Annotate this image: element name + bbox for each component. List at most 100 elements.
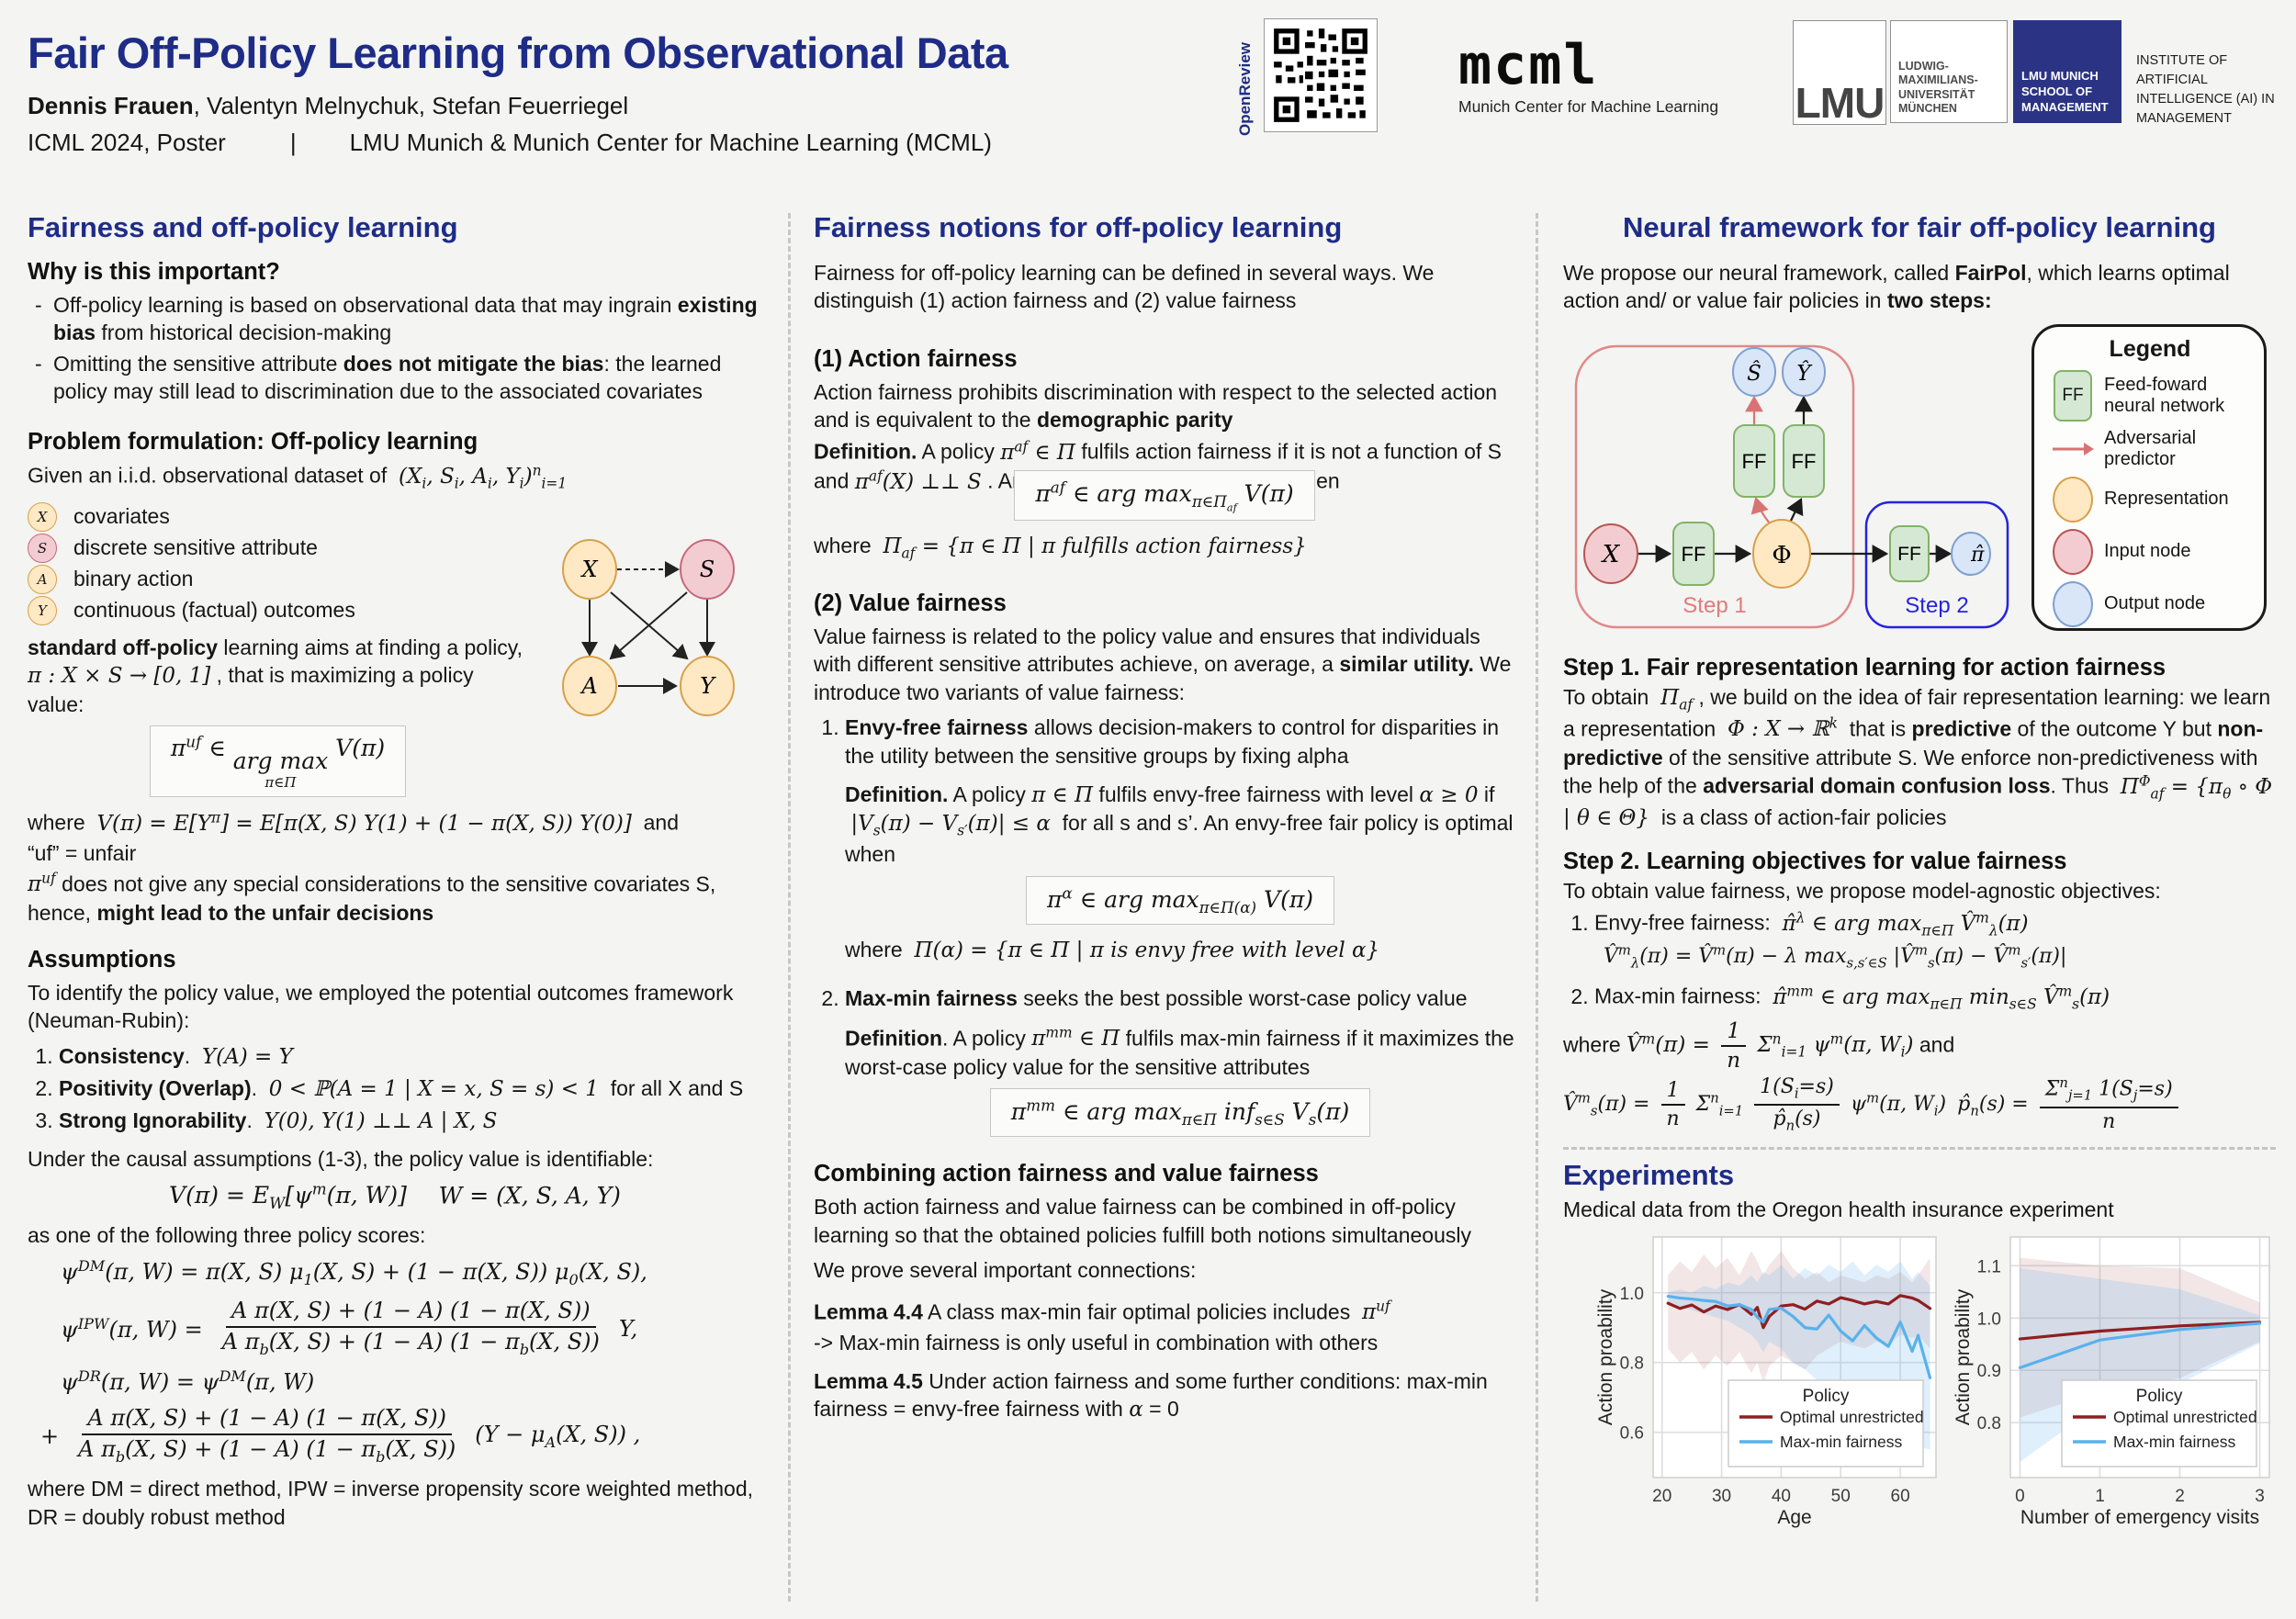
step1-body: To obtain Πaf , we build on the idea of … bbox=[1563, 684, 2273, 830]
lemma-4-5: Lemma 4.5 Under action fairness and some… bbox=[814, 1368, 1488, 1422]
legend-label: covariates bbox=[73, 504, 170, 529]
svg-text:Max-min fairness: Max-min fairness bbox=[1780, 1433, 1902, 1451]
diagram-legend: Legend FF Feed-foward neural network Adv… bbox=[2032, 323, 2267, 631]
causal-graph: X S A Y bbox=[562, 539, 735, 716]
step1-heading: Step 1. Fair representation learning for… bbox=[1563, 654, 2167, 680]
ff-network-2 bbox=[1733, 423, 1775, 498]
legend-label: Output node bbox=[2104, 593, 2206, 614]
col2-intro: Fairness for off-policy learning can be … bbox=[814, 261, 1435, 313]
assumptions-heading: Assumptions bbox=[28, 946, 176, 973]
problem-heading: Problem formulation: Off-policy learning bbox=[28, 429, 478, 455]
envy-free-where: where Π(α) = {π ∈ Π | π is envy free wit… bbox=[845, 937, 1380, 962]
uf-paragraph: πuf does not give any special considerat… bbox=[28, 870, 716, 925]
venue-separator: | bbox=[289, 129, 297, 156]
age-policy-chart: 20 30 40 50 60 0.6 0.8 1.0 Age Action proability P… bbox=[1596, 1235, 1937, 1528]
institute-line: INTELLIGENCE (AI) IN bbox=[2136, 92, 2275, 107]
legend-label: Representation bbox=[2104, 489, 2229, 510]
column-separator bbox=[1536, 213, 1538, 1602]
objective-envy-free: Envy-free fairness: π̂λ ∈ arg maxπ∈Π V̂m… bbox=[1594, 908, 2276, 973]
section-heading: Neural framework for fair off-policy lea… bbox=[1623, 211, 2216, 243]
formula-box-row: πaf ∈ arg maxπ∈Πaf V(π) bbox=[814, 470, 1515, 522]
why-bullets: Off-policy learning is based on observat… bbox=[28, 291, 762, 405]
label-yhat: Ŷ bbox=[1796, 361, 1813, 386]
action-fair-where: where Πaf = {π ∈ Π | π fulfills action f… bbox=[814, 534, 1307, 562]
svg-text:0.8: 0.8 bbox=[1620, 1354, 1644, 1373]
lmu-line: UNIVERSITÄT bbox=[1898, 87, 1975, 101]
affiliation-text: LMU Munich & Munich Center for Machine L… bbox=[349, 129, 992, 156]
representation-icon bbox=[2047, 476, 2099, 523]
dag-label-a: A bbox=[580, 673, 597, 699]
action-fairness-heading: (1) Action fairness bbox=[814, 345, 1018, 372]
lmu-som-line: MANAGEMENT bbox=[2021, 100, 2109, 115]
venue-text: ICML 2024, Poster bbox=[28, 129, 226, 156]
legend-label: binary action bbox=[73, 567, 194, 591]
fairpol-diagram: X FF Φ FF FF Ŝ Ŷ FF π̂ Step 1 Step 2 bbox=[1574, 344, 2009, 628]
ipw-fraction: A π(X, S) + (1 − A) (1 − π(X, S)) A πb(X… bbox=[217, 1298, 605, 1358]
plus-sign: + bbox=[40, 1422, 60, 1449]
mcml-logo: mcml Munich Center for Machine Learning bbox=[1458, 33, 1719, 117]
legend-label: Input node bbox=[2104, 541, 2191, 562]
output-node-pihat bbox=[1951, 531, 1991, 576]
legend-row-output: Output node bbox=[2047, 580, 2253, 627]
qr-pattern bbox=[1272, 27, 1369, 124]
lmu-line: MÜNCHEN bbox=[1898, 102, 1957, 116]
legend-row-representation: Representation bbox=[2047, 476, 2253, 523]
objective-2-formula: Max-min fairness: π̂mm ∈ arg maxπ∈Π mins… bbox=[1594, 983, 2110, 1013]
output-node-icon bbox=[2047, 580, 2099, 627]
svg-text:2: 2 bbox=[2175, 1487, 2185, 1506]
legend-label: discrete sensitive attribute bbox=[73, 535, 318, 560]
svg-text:Policy: Policy bbox=[2136, 1387, 2183, 1406]
input-node-x bbox=[1583, 523, 1638, 584]
svg-text:1.1: 1.1 bbox=[1977, 1257, 2001, 1276]
label-x: X bbox=[1601, 541, 1621, 568]
legend-label: continuous (factual) outcomes bbox=[73, 598, 355, 623]
x-node-icon: X bbox=[28, 501, 57, 532]
adversarial-arrow-icon bbox=[2047, 440, 2099, 458]
mcml-caption: Munich Center for Machine Learning bbox=[1458, 97, 1719, 116]
label-ff: FF bbox=[1897, 544, 1921, 565]
svg-text:0.8: 0.8 bbox=[1977, 1414, 2001, 1433]
svg-text:1.0: 1.0 bbox=[1620, 1284, 1644, 1303]
lmu-university-label: LUDWIG- MAXIMILIANS- UNIVERSITÄT MÜNCHEN bbox=[1890, 20, 2008, 123]
lemma-4-4-note: -> Max-min fairness is only useful in co… bbox=[814, 1330, 1379, 1355]
bullet-item: Off-policy learning is based on observat… bbox=[28, 291, 762, 347]
label-ff: FF bbox=[1792, 450, 1817, 473]
step2-heading: Step 2. Learning objectives for value fa… bbox=[1563, 848, 2067, 874]
lmu-som-line: SCHOOL OF bbox=[2021, 84, 2093, 99]
max-min-item: Max-min fairness seeks the best possible… bbox=[845, 984, 1515, 1138]
combining-paragraph-2: We prove several important connections: bbox=[814, 1258, 1197, 1283]
author-first: Dennis Frauen bbox=[28, 92, 194, 119]
col3-intro: We propose our neural framework, called … bbox=[1563, 261, 2230, 313]
standard-off-policy-para: standard off-policy learning aims at fin… bbox=[28, 635, 523, 716]
why-heading: Why is this important? bbox=[28, 259, 280, 285]
svg-text:Optimal unrestricted: Optimal unrestricted bbox=[2113, 1408, 2257, 1426]
dag-node-a bbox=[562, 656, 617, 716]
value-fairness-intro: Value fairness is related to the policy … bbox=[814, 624, 1512, 704]
svg-text:0: 0 bbox=[2015, 1487, 2025, 1506]
experiments-heading: Experiments bbox=[1563, 1159, 1735, 1192]
venue-line: ICML 2024, Poster | LMU Munich & Munich Ce… bbox=[28, 129, 992, 157]
lmu-som-line: LMU MUNICH bbox=[2021, 69, 2099, 84]
objective-1-detail: V̂mλ(π) = V̂m(π) − λ maxs,s′∈S |V̂ms(π) … bbox=[1604, 942, 2067, 972]
action-fairness-intro: Action fairness prohibits discrimination… bbox=[814, 379, 1498, 433]
envy-free-definition: Definition. A policy π ∈ Π fulfils envy-… bbox=[845, 781, 1514, 867]
input-node-icon bbox=[2047, 528, 2099, 575]
scores-intro: as one of the following three policy sco… bbox=[28, 1223, 426, 1248]
legend-label: Feed-foward neural network bbox=[2104, 374, 2225, 416]
dag-node-x bbox=[562, 539, 617, 600]
section-heading: Fairness and off-policy learning bbox=[28, 211, 458, 243]
experiments-charts: 20 30 40 50 60 0.6 0.8 1.0 Age Action proability P… bbox=[1596, 1230, 2276, 1529]
mcml-logo-word: mcml bbox=[1458, 33, 1599, 97]
label-shat: Ŝ bbox=[1747, 361, 1761, 386]
svg-text:0.9: 0.9 bbox=[1977, 1362, 2001, 1381]
svg-text:20: 20 bbox=[1652, 1487, 1671, 1506]
lmu-som-logo: LMU MUNICH SCHOOL OF MANAGEMENT bbox=[2013, 20, 2122, 123]
ff-network-3 bbox=[1783, 423, 1825, 498]
dag-label-y: Y bbox=[700, 673, 716, 699]
svg-text:Number of emergency visits: Number of emergency visits bbox=[2020, 1507, 2259, 1528]
unfair-policy-formula: πuf ∈ arg max π∈Π V(π) bbox=[149, 725, 407, 798]
svg-text:Action proability: Action proability bbox=[1953, 1288, 1974, 1425]
